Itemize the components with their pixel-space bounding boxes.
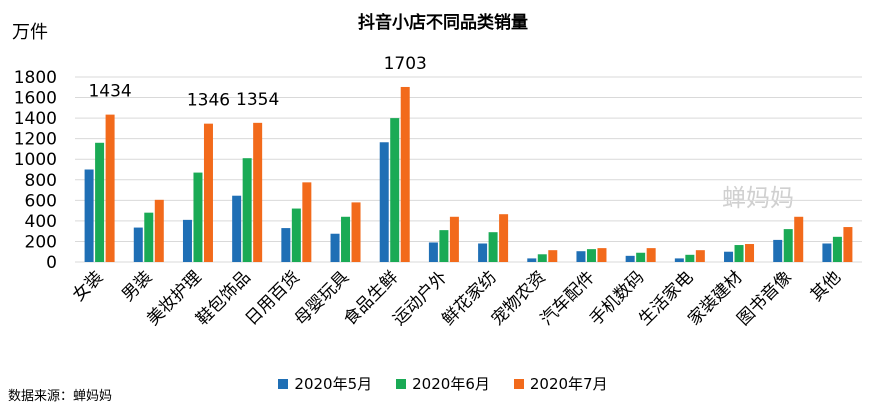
legend-item: 2020年6月 (396, 373, 490, 394)
bar (488, 232, 498, 262)
bar (232, 195, 242, 262)
bar (351, 202, 361, 262)
bar (400, 86, 410, 262)
bar (695, 250, 705, 262)
bar (685, 254, 695, 262)
bar (95, 142, 105, 262)
bar (499, 214, 509, 262)
bar (674, 258, 684, 262)
data-label: 1434 (88, 82, 131, 102)
x-tick-label: 其他 (807, 267, 845, 305)
data-label: 1354 (236, 90, 279, 110)
x-tick-label: 男装 (118, 267, 156, 305)
y-tick-label: 1200 (14, 130, 57, 150)
bar (193, 172, 203, 262)
legend-label: 2020年7月 (529, 375, 608, 393)
bar (242, 158, 252, 262)
bar (625, 255, 635, 262)
bar (478, 243, 488, 262)
bar (105, 114, 115, 262)
bar (783, 229, 793, 262)
bar (379, 142, 389, 262)
bar (548, 250, 558, 262)
y-tick-label: 800 (25, 171, 57, 191)
bar (586, 249, 596, 262)
bar (527, 258, 537, 262)
bar (84, 169, 94, 262)
bar (576, 251, 586, 262)
legend-swatch (278, 378, 289, 389)
bar (302, 182, 312, 262)
legend: 2020年5月 2020年6月 2020年7月 (0, 373, 886, 394)
legend-item: 2020年5月 (278, 373, 372, 394)
bar (745, 244, 755, 262)
y-tick-label: 0 (46, 253, 57, 273)
bar (390, 118, 400, 262)
legend-swatch (513, 378, 524, 389)
bar (281, 228, 291, 262)
legend-label: 2020年5月 (294, 375, 373, 393)
y-axis-unit-label: 万件 (12, 22, 48, 43)
bar (154, 199, 164, 262)
data-label: 1703 (384, 54, 427, 74)
bar (341, 216, 351, 262)
legend-swatch (396, 378, 407, 389)
bar (330, 233, 340, 262)
bar (724, 251, 734, 262)
bar (646, 248, 656, 262)
bar (182, 219, 192, 262)
data-label: 1346 (187, 91, 230, 111)
bar (636, 252, 646, 262)
bar (537, 254, 547, 262)
bar (773, 239, 783, 262)
bar (794, 216, 804, 262)
y-tick-label: 1800 (14, 68, 57, 88)
y-tick-label: 1400 (14, 109, 57, 129)
y-tick-label: 600 (25, 191, 57, 211)
bar (822, 243, 832, 262)
bar (597, 248, 607, 262)
y-tick-label: 1600 (14, 89, 57, 109)
bar (144, 212, 154, 262)
bar (439, 230, 449, 262)
bar (449, 216, 459, 262)
y-tick-label: 400 (25, 212, 57, 232)
bar (133, 227, 143, 262)
bar (843, 227, 853, 262)
bar (253, 122, 263, 262)
y-tick-label: 1000 (14, 150, 57, 170)
bar (291, 208, 301, 262)
y-tick-label: 200 (25, 232, 57, 252)
bar (203, 123, 213, 263)
watermark: 蝉妈妈 (722, 184, 794, 212)
bar (832, 236, 842, 262)
bar (734, 245, 744, 262)
chart-title: 抖音小店不同品类销量 (358, 13, 528, 33)
legend-item: 2020年7月 (513, 373, 608, 394)
x-tick-label: 图书音像 (734, 267, 796, 329)
legend-label: 2020年6月 (412, 375, 490, 393)
bar (428, 242, 438, 262)
source-note: 数据来源：蝉妈妈 (8, 389, 113, 404)
x-tick-label: 女装 (69, 267, 107, 305)
